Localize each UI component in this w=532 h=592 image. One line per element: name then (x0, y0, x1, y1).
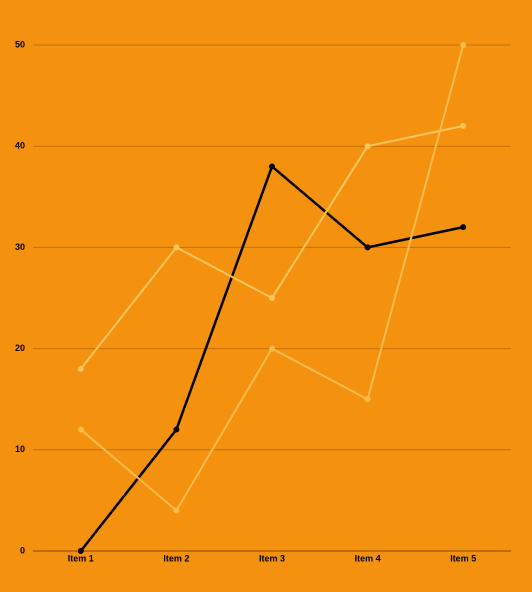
y-tick-label: 20 (15, 343, 25, 353)
point (173, 244, 180, 251)
x-tick-label: Item 4 (355, 553, 381, 563)
point (269, 163, 275, 170)
x-tick-label: Item 2 (163, 553, 189, 563)
point (460, 122, 467, 129)
y-tick-label: 50 (15, 39, 25, 49)
point (460, 224, 467, 231)
x-tick-label: Item 1 (68, 553, 94, 563)
point (77, 548, 84, 554)
point (173, 426, 180, 433)
point (173, 507, 180, 514)
y-tick-label: 10 (15, 444, 25, 454)
point (269, 345, 275, 352)
point (364, 143, 371, 150)
point (364, 244, 371, 251)
y-tick-label: 40 (15, 141, 25, 151)
point (77, 365, 84, 372)
point (460, 42, 467, 48)
point (364, 396, 371, 403)
point (269, 295, 275, 301)
y-tick-label: 0 (20, 545, 25, 555)
point (77, 426, 84, 433)
x-tick-label: Item 3 (259, 553, 285, 563)
x-tick-label: Item 5 (450, 553, 476, 563)
y-tick-label: 30 (15, 242, 25, 252)
